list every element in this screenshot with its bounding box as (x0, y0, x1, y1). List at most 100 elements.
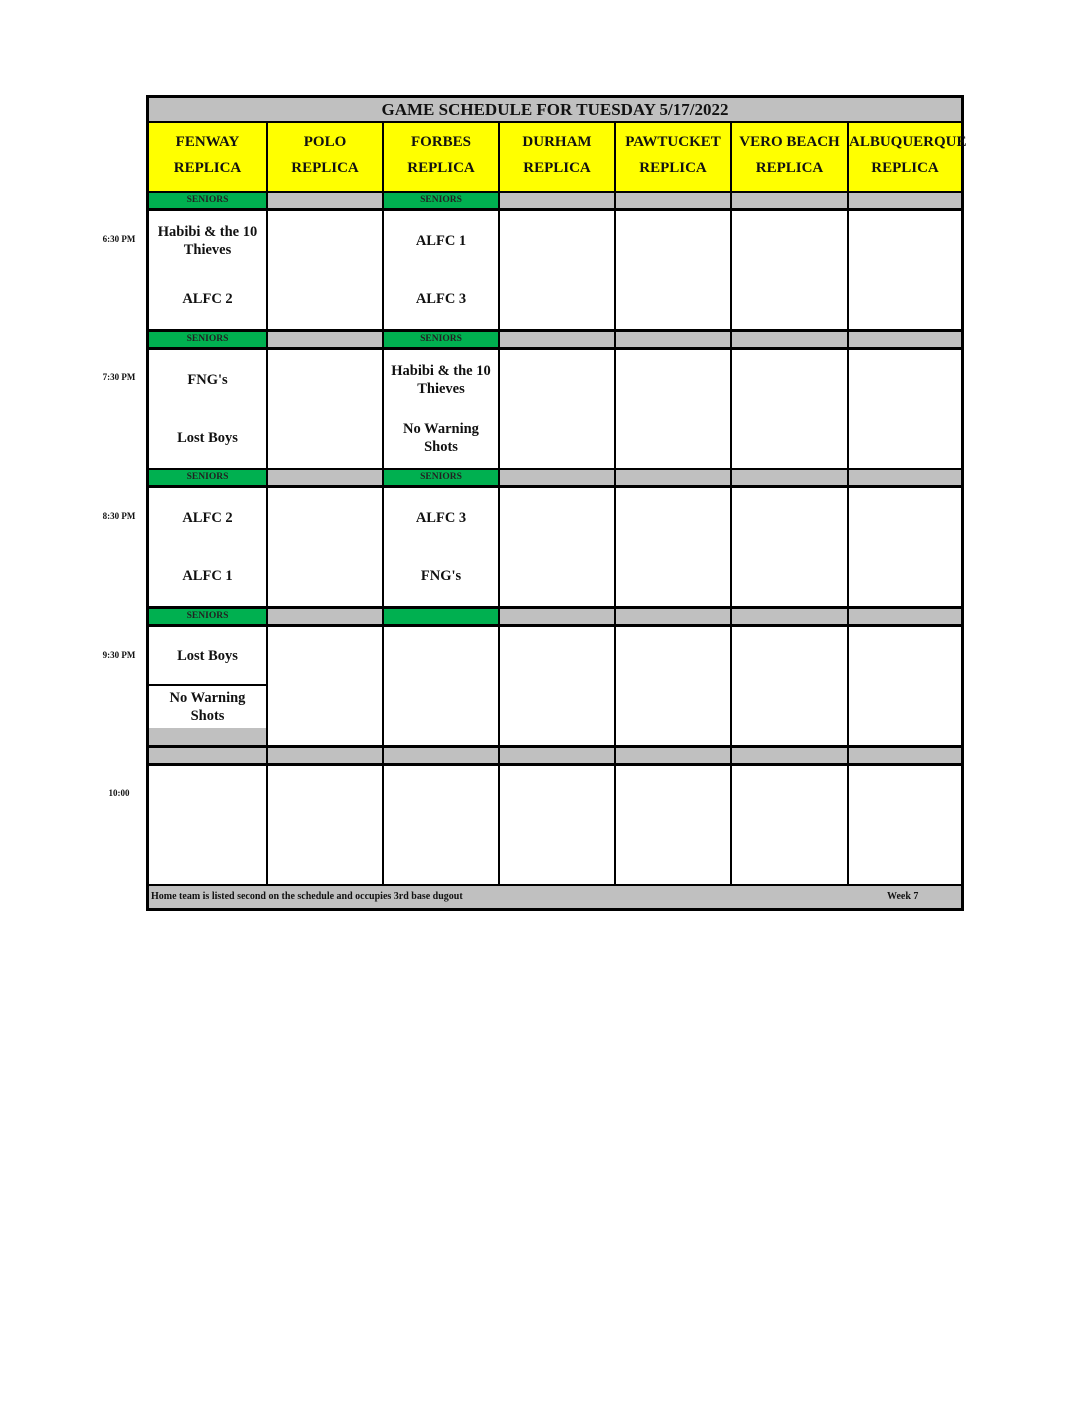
label-row (732, 747, 847, 763)
field-subtitle: REPLICA (639, 160, 707, 176)
label-row (268, 747, 382, 763)
home-team: ALFC 1 (182, 568, 233, 585)
game-cell (268, 211, 382, 329)
game-cell (616, 211, 730, 329)
game-cell (616, 765, 730, 884)
game-cell (616, 627, 730, 746)
field-header: ALBUQUERQUE REPLICA (849, 123, 967, 191)
game-cell[interactable]: FNG's Lost Boys (149, 349, 266, 468)
home-team: ALFC 3 (415, 291, 467, 307)
division-label: SENIORS (384, 470, 498, 486)
game-cell[interactable]: Habibi & the 10 Thieves No Warning Shots (384, 349, 498, 468)
game-cell (268, 488, 382, 607)
division-label: SENIORS (384, 331, 498, 347)
label-row (616, 470, 730, 486)
home-team: No Warning Shots (403, 420, 479, 455)
field-header: FENWAY REPLICA (149, 123, 266, 191)
game-half: Lost Boys (149, 627, 266, 685)
field-name: FORBES (410, 134, 471, 150)
field-header: DURHAM REPLICA (500, 123, 614, 191)
label-row (149, 747, 266, 763)
game-cell[interactable]: ALFC 2 ALFC 1 (149, 488, 266, 607)
game-cell (732, 349, 847, 468)
away-team: ALFC 1 (415, 233, 467, 249)
away-team: FNG's (187, 371, 228, 388)
away-team: ALFC 2 (182, 510, 233, 527)
label-row (616, 193, 730, 208)
label-row (849, 470, 961, 486)
label-row (500, 470, 614, 486)
game-cell (268, 349, 382, 468)
field-name: POLO (303, 134, 347, 150)
home-team: ALFC 2 (182, 291, 233, 307)
home-team: Lost Boys (177, 429, 238, 446)
label-row (500, 193, 614, 208)
field-name: VERO BEACH (739, 134, 840, 150)
field-header: FORBES REPLICA (384, 123, 498, 191)
division-label: SENIORS (149, 609, 266, 625)
field-name: ALBUQUERQUE (849, 134, 967, 150)
game-cell (849, 765, 961, 884)
time-label: 8:30 PM (102, 511, 136, 521)
week-label: Week 7 (887, 891, 919, 902)
game-cell (384, 627, 498, 746)
label-row (616, 609, 730, 625)
game-cell (732, 488, 847, 607)
game-cell (849, 349, 961, 468)
game-cell (268, 627, 382, 746)
time-label: 6:30 PM (102, 234, 136, 244)
division-label: SENIORS (384, 193, 498, 208)
time-label: 7:30 PM (102, 372, 136, 382)
game-cell (500, 765, 614, 884)
time-label: 9:30 PM (102, 650, 136, 660)
game-cell[interactable]: ALFC 1 ALFC 3 (384, 211, 498, 329)
field-header: VERO BEACH REPLICA (732, 123, 847, 191)
label-row (384, 747, 498, 763)
time-label: 10:00 (108, 788, 130, 798)
field-header: PAWTUCKET REPLICA (616, 123, 730, 191)
game-cell[interactable]: Lost Boys No Warning Shots (149, 627, 266, 746)
game-cell (616, 488, 730, 607)
game-cell (616, 349, 730, 468)
game-cell[interactable]: Habibi & the 10 Thieves ALFC 2 (149, 211, 266, 329)
away-team: Habibi & the 10 Thieves (157, 224, 258, 258)
home-team: FNG's (420, 568, 462, 585)
field-subtitle: REPLICA (173, 160, 242, 176)
label-row (732, 609, 847, 625)
label-row (500, 331, 614, 347)
label-row (500, 747, 614, 763)
game-cell (849, 211, 961, 329)
field-subtitle: REPLICA (871, 160, 939, 176)
field-subtitle: REPLICA (407, 160, 475, 176)
footer-note: Home team is listed second on the schedu… (151, 891, 463, 902)
division-label: SENIORS (149, 331, 266, 347)
label-row (732, 470, 847, 486)
field-subtitle: REPLICA (523, 160, 591, 176)
game-cell[interactable]: ALFC 3 FNG's (384, 488, 498, 607)
division-label (384, 609, 498, 625)
label-row (616, 747, 730, 763)
field-header: POLO REPLICA (268, 123, 382, 191)
game-cell (849, 627, 961, 746)
label-row (849, 747, 961, 763)
away-team: Habibi & the 10 Thieves (391, 362, 491, 397)
label-row (268, 609, 382, 625)
division-label: SENIORS (149, 470, 266, 486)
field-name: PAWTUCKET (625, 134, 721, 150)
game-cell (849, 488, 961, 607)
label-row (732, 331, 847, 347)
label-row (616, 331, 730, 347)
game-cell (268, 765, 382, 884)
game-cell (384, 765, 498, 884)
game-cell (732, 627, 847, 746)
away-team: ALFC 3 (415, 510, 467, 527)
home-team: No Warning Shots (169, 690, 246, 725)
game-cell (500, 211, 614, 329)
label-row (268, 331, 382, 347)
field-name: DURHAM (522, 134, 592, 150)
game-cell (732, 765, 847, 884)
footer-bar: Home team is listed second on the schedu… (149, 886, 961, 908)
label-row (268, 470, 382, 486)
label-row (849, 193, 961, 208)
schedule-table: GAME SCHEDULE FOR TUESDAY 5/17/2022 FENW… (146, 95, 967, 911)
